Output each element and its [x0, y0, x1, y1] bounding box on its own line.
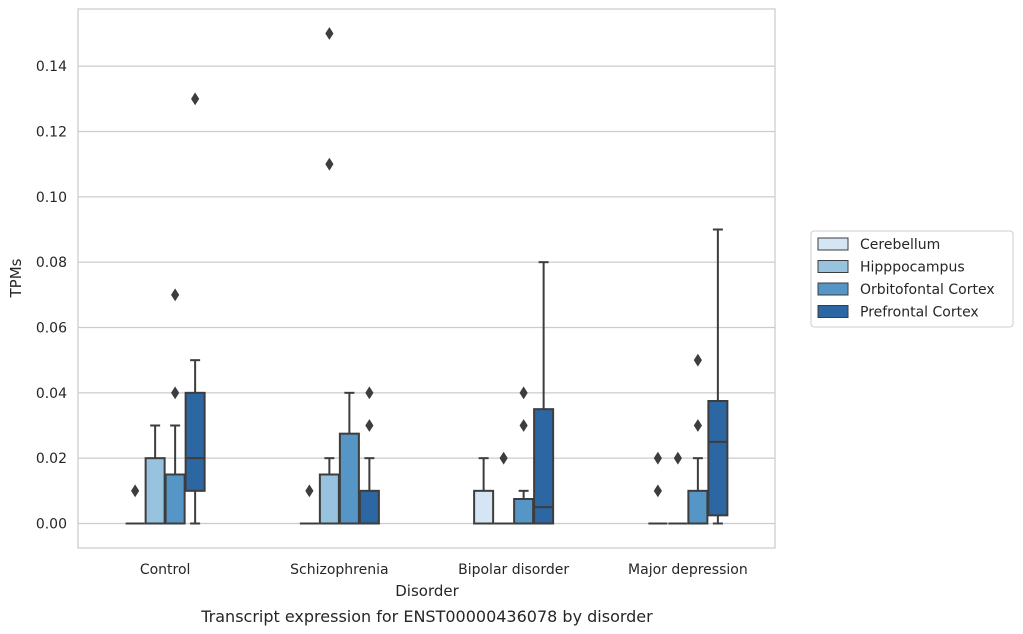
chart-caption: Transcript expression for ENST0000043607… — [200, 607, 653, 626]
x-axis-title: Disorder — [395, 582, 459, 600]
box-group — [687, 353, 709, 525]
box-body — [533, 408, 555, 525]
y-tick-label: 0.08 — [36, 255, 67, 271]
outlier-point — [653, 451, 662, 465]
outlier-point — [519, 419, 528, 432]
box-group — [513, 386, 535, 525]
legend-label: Hipppocampus — [860, 260, 965, 276]
box-group — [144, 424, 166, 525]
box-group — [125, 484, 145, 525]
outlier-point — [191, 92, 200, 106]
box-group — [318, 27, 340, 525]
y-tick-label: 0.10 — [36, 190, 67, 206]
legend-label: Prefrontal Cortex — [860, 305, 979, 321]
box-group — [338, 391, 360, 525]
box-body — [687, 489, 709, 525]
y-axis-title: TPMs — [7, 258, 25, 298]
legend-swatch — [817, 237, 849, 251]
box-group — [184, 92, 206, 525]
box-group — [164, 288, 186, 525]
x-tick-label: Major depression — [628, 562, 748, 578]
box-body — [358, 489, 380, 525]
box-body — [338, 432, 360, 525]
plot-frame — [77, 8, 776, 549]
legend-swatch — [817, 282, 849, 296]
outlier-point — [171, 386, 180, 400]
y-tick-label: 0.12 — [36, 125, 67, 141]
outlier-point — [171, 288, 180, 302]
box-plot-marks — [125, 27, 729, 525]
outlier-point — [325, 27, 334, 40]
outlier-point — [365, 419, 374, 432]
y-tick-label: 0.02 — [36, 451, 67, 467]
outlier-point — [693, 419, 702, 432]
box-group — [299, 484, 319, 525]
x-tick-label: Control — [140, 562, 191, 578]
box-group — [358, 386, 380, 525]
outlier-point — [325, 157, 334, 171]
legend-swatch — [817, 260, 849, 273]
box-body — [144, 457, 166, 525]
box-group — [707, 228, 729, 525]
box-body — [184, 391, 206, 492]
legend-label: Orbitofontal Cortex — [860, 282, 995, 298]
legend: Cerebellum Hipppocampus Orbitofontal Corte… — [810, 230, 1014, 328]
y-tick-label: 0.00 — [36, 517, 67, 533]
box-group — [648, 451, 668, 525]
grid-lines — [78, 65, 775, 525]
legend-label: Cerebellum — [860, 237, 940, 253]
outlier-point — [131, 484, 140, 498]
x-tick-labels: Control Schizophrenia Bipolar disorder Majo… — [140, 562, 748, 578]
y-tick-label: 0.04 — [36, 386, 67, 402]
x-tick-label: Schizophrenia — [290, 562, 388, 578]
outlier-point — [305, 484, 314, 498]
box-group — [668, 451, 688, 525]
outlier-point — [673, 451, 682, 465]
box-body — [473, 489, 495, 525]
outlier-point — [653, 484, 662, 498]
box-body — [318, 473, 340, 525]
box-group — [473, 457, 495, 525]
outlier-point — [499, 451, 508, 465]
outlier-point — [365, 386, 374, 400]
legend-frame — [810, 230, 1014, 328]
box-body — [164, 473, 186, 525]
y-tick-labels: 0.00 0.02 0.04 0.06 0.08 0.10 0.12 0.14 — [36, 59, 67, 532]
box-body — [513, 498, 535, 525]
y-tick-label: 0.14 — [36, 59, 67, 75]
outlier-point — [693, 353, 702, 367]
outlier-point — [519, 386, 528, 400]
box-body — [707, 400, 729, 517]
y-tick-label: 0.06 — [36, 321, 67, 337]
box-group — [533, 261, 555, 525]
legend-swatch — [817, 305, 849, 318]
box-group — [494, 451, 514, 525]
x-tick-label: Bipolar disorder — [458, 562, 569, 578]
